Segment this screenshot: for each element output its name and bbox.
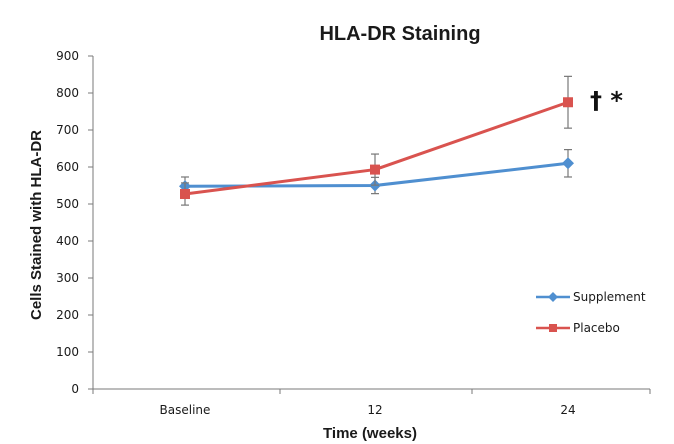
legend-item: Supplement bbox=[536, 290, 646, 304]
data-point bbox=[370, 164, 380, 175]
chart-title: HLA-DR Staining bbox=[319, 23, 480, 45]
legend-marker bbox=[548, 292, 558, 302]
legend-marker bbox=[549, 324, 557, 332]
y-tick-label: 600 bbox=[56, 160, 79, 174]
y-axis-title: Cells Stained with HLA-DR bbox=[28, 130, 45, 320]
series-layer bbox=[179, 75, 574, 206]
y-tick-label: 900 bbox=[56, 49, 79, 63]
legend-label: Supplement bbox=[573, 290, 646, 304]
y-tick-label: 200 bbox=[56, 308, 79, 322]
y-ticks: 0 100 200 300 400 500 600 700 800 900 bbox=[56, 49, 93, 396]
y-tick-label: 400 bbox=[56, 234, 79, 248]
series-placebo bbox=[180, 75, 573, 206]
y-tick-label: 700 bbox=[56, 123, 79, 137]
legend: Supplement Placebo bbox=[536, 290, 646, 335]
y-tick-label: 300 bbox=[56, 271, 79, 285]
annotations: † * bbox=[590, 86, 623, 114]
significance-annotation: † * bbox=[590, 86, 623, 114]
x-axis-title: Time (weeks) bbox=[323, 425, 417, 442]
legend-item: Placebo bbox=[536, 321, 620, 335]
data-point bbox=[180, 189, 190, 200]
y-tick-label: 500 bbox=[56, 197, 79, 211]
x-ticks: Baseline 12 24 bbox=[92, 389, 651, 417]
y-tick-label: 100 bbox=[56, 345, 79, 359]
data-point bbox=[563, 97, 573, 108]
data-point bbox=[562, 157, 574, 170]
legend-label: Placebo bbox=[573, 321, 620, 335]
x-tick-label: Baseline bbox=[160, 403, 211, 417]
series-line bbox=[184, 100, 569, 196]
y-tick-label: 0 bbox=[71, 382, 79, 396]
y-tick-label: 800 bbox=[56, 86, 79, 100]
x-tick-label: 12 bbox=[367, 403, 382, 417]
x-tick-label: 24 bbox=[560, 403, 575, 417]
